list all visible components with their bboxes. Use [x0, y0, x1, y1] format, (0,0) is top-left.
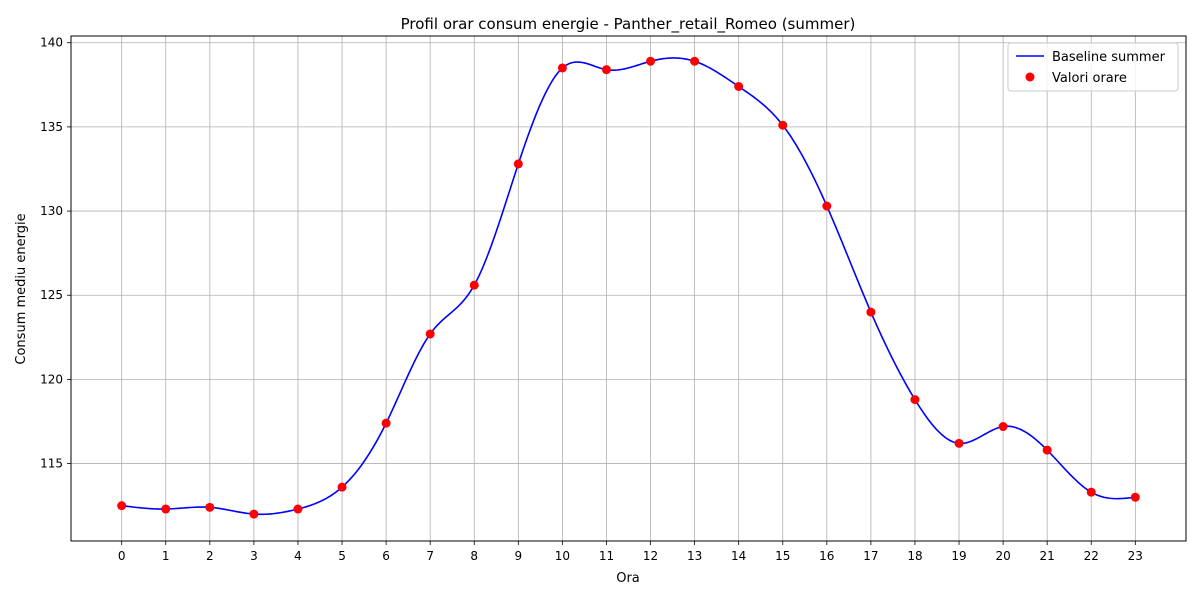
data-point: [293, 504, 303, 514]
data-point: [646, 56, 656, 66]
legend-marker-swatch: [1025, 72, 1035, 82]
x-tick-label: 18: [907, 549, 922, 563]
x-tick-label: 17: [863, 549, 878, 563]
y-tick-label: 115: [40, 457, 63, 471]
data-point: [249, 509, 259, 519]
data-point: [161, 504, 171, 514]
y-tick-label: 130: [40, 204, 63, 218]
x-tick-label: 4: [294, 549, 302, 563]
data-point: [910, 395, 920, 405]
data-point: [866, 307, 876, 317]
x-tick-label: 7: [426, 549, 434, 563]
legend-label-baseline: Baseline summer: [1052, 50, 1166, 65]
data-point: [601, 65, 611, 75]
data-point: [205, 502, 215, 512]
plot-frame: [70, 35, 1187, 542]
data-point: [1130, 492, 1140, 502]
data-point: [690, 56, 700, 66]
x-tick-label: 9: [515, 549, 523, 563]
data-point: [778, 120, 788, 130]
x-tick-label: 0: [118, 549, 126, 563]
data-point: [734, 82, 744, 91]
series-line-layer: [121, 57, 1136, 516]
x-tick-label: 23: [1128, 549, 1143, 563]
x-tick-label: 1: [162, 549, 170, 563]
data-point: [469, 280, 479, 290]
legend-label-points: Valori orare: [1052, 71, 1127, 86]
series-line-baseline-summer: [121, 57, 1136, 516]
x-tick-label: 21: [1040, 549, 1055, 563]
data-point: [117, 501, 127, 511]
x-tick-label: 20: [995, 549, 1010, 563]
data-point: [998, 422, 1008, 432]
y-tick-label: 135: [40, 120, 63, 134]
x-tick-label: 2: [206, 549, 214, 563]
x-tick-label: 5: [338, 549, 346, 563]
data-point: [513, 159, 523, 169]
grid: [71, 36, 1186, 541]
x-tick-label: 6: [382, 549, 390, 563]
data-point: [557, 63, 567, 73]
data-point: [337, 482, 347, 492]
data-point: [1086, 487, 1096, 497]
chart-title: Profil orar consum energie - Panther_ret…: [401, 15, 856, 34]
series-points-layer: [117, 56, 1140, 519]
y-tick-label: 140: [40, 36, 63, 50]
legend: Baseline summer Valori orare: [1007, 42, 1179, 92]
y-tick-label: 125: [40, 288, 63, 302]
x-tick-label: 8: [470, 549, 478, 563]
data-point: [425, 329, 435, 339]
y-axis-label: Consum mediu energie: [14, 213, 29, 364]
axes: 0 1 2 3 4 5 6 7 8 9 10 11 12 13 14 15 16 17 18 19 20 21 22 2311…: [40, 36, 1143, 563]
x-tick-label: 19: [951, 549, 966, 563]
x-tick-label: 10: [555, 549, 570, 563]
data-point: [822, 201, 832, 211]
x-tick-label: 15: [775, 549, 790, 563]
x-tick-label: 22: [1084, 549, 1099, 563]
y-tick-label: 120: [40, 372, 63, 386]
x-tick-label: 11: [599, 549, 614, 563]
x-tick-label: 3: [250, 549, 258, 563]
plot-area: [71, 36, 1186, 541]
legend-box: [1007, 42, 1179, 92]
data-point: [381, 418, 391, 428]
x-axis-label: Ora: [616, 571, 640, 586]
x-tick-label: 13: [687, 549, 702, 563]
data-point: [1042, 445, 1052, 455]
data-point: [954, 438, 964, 448]
x-tick-label: 16: [819, 549, 834, 563]
x-tick-label: 12: [643, 549, 658, 563]
x-tick-label: 14: [731, 549, 746, 563]
